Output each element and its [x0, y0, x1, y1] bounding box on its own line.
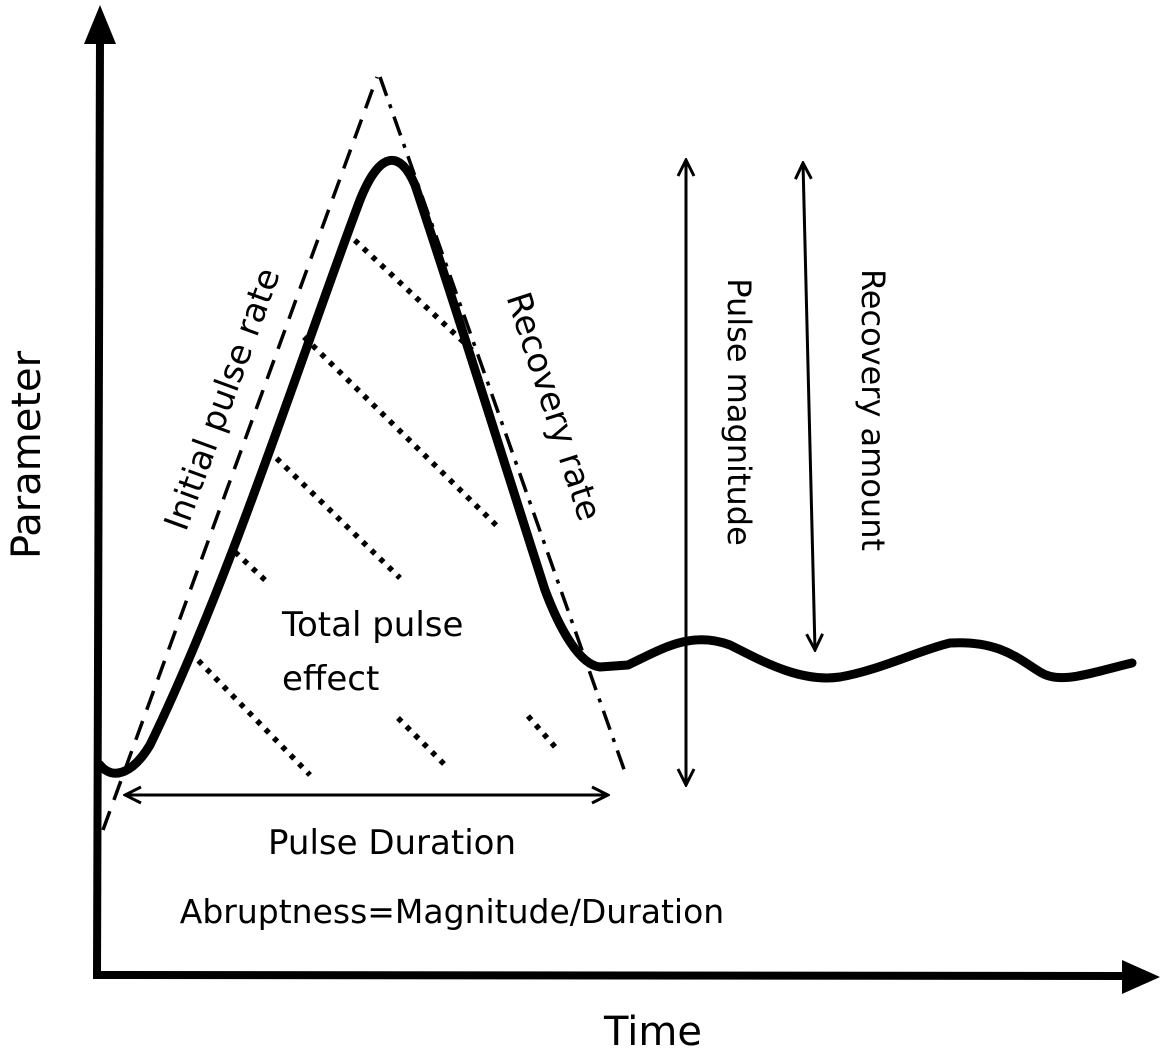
- abruptness-formula-label: Abruptness=Magnitude/Duration: [180, 892, 724, 931]
- pulse-curve: [95, 155, 1137, 778]
- recovery-amount-label: Recovery amount: [854, 269, 892, 551]
- x-axis-line: [92, 971, 1126, 980]
- y-axis-label: Parameter: [4, 350, 50, 559]
- total-pulse-effect-label-line2: effect: [282, 659, 379, 699]
- y-axis-arrowhead: [84, 5, 116, 44]
- initial-pulse-rate-label: Initial pulse rate: [157, 263, 289, 536]
- axes: [84, 5, 1160, 994]
- total-pulse-effect-label-line1: Total pulse: [281, 605, 463, 645]
- pulse-duration-label: Pulse Duration: [268, 823, 516, 863]
- recovery-amount-arrow: [803, 163, 815, 650]
- pulse-magnitude-label: Pulse magnitude: [720, 278, 758, 546]
- y-axis-line: [93, 39, 104, 976]
- x-axis-label: Time: [603, 1009, 702, 1055]
- total-pulse-effect-hatching: [188, 229, 559, 777]
- x-axis-arrowhead: [1122, 960, 1160, 994]
- initial-pulse-rate-line: [101, 76, 379, 831]
